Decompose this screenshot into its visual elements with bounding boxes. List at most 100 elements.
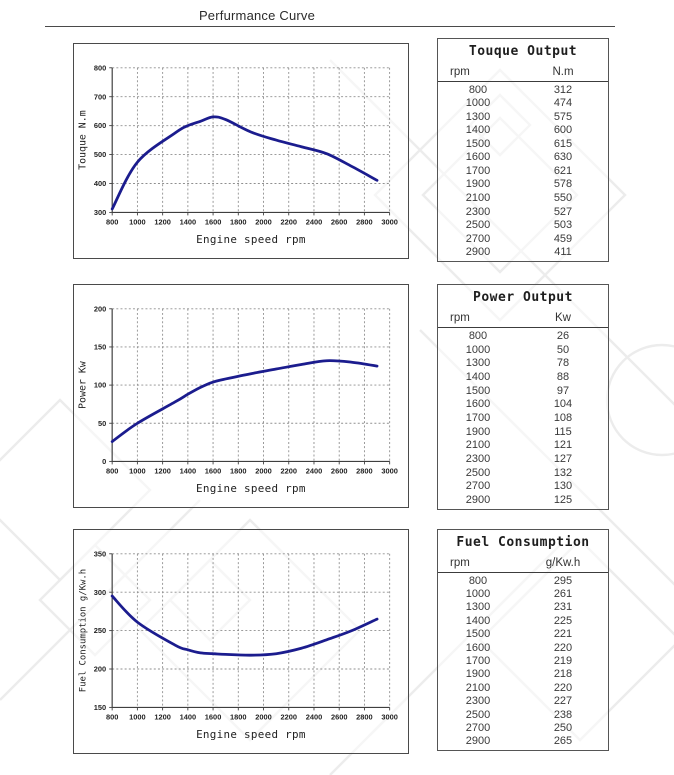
output-value: 227: [553, 695, 573, 708]
fuel-table: Fuel Consumption rpm g/Kw.h 800 295 1000 26…: [437, 529, 609, 751]
output-value: 630: [553, 151, 573, 164]
x-tick-label: 1000: [129, 217, 146, 226]
table-row: 800 26: [438, 329, 608, 343]
output-value: 115: [554, 425, 572, 438]
rpm-value: 2900: [465, 246, 491, 259]
output-value: 459: [553, 232, 573, 245]
y-tick-label: 500: [94, 150, 106, 159]
chart-svg: 800 1000 1200 1400 1600 1800 2000 2200 2400 2600 2…: [77, 63, 397, 246]
y-tick-label: 400: [94, 179, 106, 188]
table-row: 1700 219: [438, 654, 608, 667]
output-value: 130: [553, 480, 573, 493]
x-tick-label: 2600: [331, 466, 348, 475]
rpm-value: 1700: [465, 655, 491, 668]
table-row: 2300 227: [438, 695, 608, 708]
x-tick-label: 1200: [154, 712, 171, 721]
rpm-value: 2100: [465, 439, 491, 452]
output-value: 312: [553, 83, 573, 96]
rpm-value: 1400: [465, 124, 491, 137]
rpm-value: 1900: [465, 425, 491, 438]
rpm-value: 1400: [465, 370, 491, 383]
x-tick-label: 1600: [205, 217, 222, 226]
output-value: 220: [553, 681, 573, 694]
output-value: 575: [553, 110, 573, 123]
y-tick-label: 0: [102, 457, 106, 466]
table-body: 800 312 1000 474 1300 575 1400 600 1500 615 1600 63…: [438, 82, 608, 261]
rpm-value: 1000: [465, 343, 491, 356]
table-row: 1900 115: [438, 425, 608, 439]
rpm-value: 1300: [465, 601, 491, 614]
rpm-value: 1900: [465, 668, 491, 681]
rpm-value: 1000: [465, 588, 491, 601]
x-tick-label: 1400: [180, 217, 197, 226]
output-value: 121: [553, 439, 573, 452]
power-chart: 800 1000 1200 1400 1600 1800 2000 2200 2400 2600 2…: [73, 284, 409, 508]
y-tick-label: 300: [94, 588, 106, 597]
output-value: 527: [553, 205, 573, 218]
table-row: 2900 411: [438, 245, 608, 259]
output-value: 218: [553, 668, 573, 681]
output-value: 265: [553, 735, 573, 748]
y-tick-label: 250: [94, 626, 106, 635]
x-tick-label: 1000: [129, 466, 146, 475]
table-row: 2700 130: [438, 480, 608, 494]
table-row: 1700 621: [438, 164, 608, 178]
output-value: 550: [553, 192, 573, 205]
output-value: 615: [553, 137, 573, 150]
output-value: 600: [553, 124, 573, 137]
torque-table: Touque Output rpm N.m 800 312 1000 474 1300 5…: [437, 38, 609, 262]
unit-column-header: N.m: [552, 65, 574, 78]
rpm-value: 1600: [465, 641, 491, 654]
rpm-column-header: rpm: [450, 65, 470, 78]
rpm-value: 1400: [465, 614, 491, 627]
y-tick-label: 200: [94, 304, 106, 313]
y-tick-label: 150: [94, 703, 106, 712]
y-tick-label: 100: [94, 381, 106, 390]
table-header: rpm N.m: [438, 62, 608, 82]
table-row: 1000 261: [438, 587, 608, 600]
output-value: 50: [556, 343, 570, 356]
output-value: 474: [553, 97, 573, 110]
x-tick-label: 1400: [180, 712, 197, 721]
table-title: Power Output: [473, 290, 573, 305]
rpm-value: 1700: [465, 164, 491, 177]
table-row: 1700 108: [438, 411, 608, 425]
page-title: Perfurmance Curve: [198, 8, 316, 23]
output-value: 250: [553, 721, 573, 734]
output-value: 231: [553, 601, 573, 614]
table-row: 1500 615: [438, 137, 608, 151]
table-row: 2100 121: [438, 439, 608, 453]
output-value: 503: [553, 219, 573, 232]
output-value: 125: [553, 494, 573, 507]
table-row: 1300 78: [438, 356, 608, 370]
output-value: 261: [553, 588, 573, 601]
x-tick-label: 2600: [331, 712, 348, 721]
table-row: 2500 132: [438, 466, 608, 480]
output-value: 88: [556, 370, 570, 383]
table-row: 2700 459: [438, 232, 608, 246]
y-tick-label: 150: [94, 343, 106, 352]
y-tick-label: 300: [94, 208, 106, 217]
table-row: 1500 221: [438, 628, 608, 641]
rpm-value: 1700: [465, 411, 491, 424]
data-curve: [110, 594, 379, 657]
rpm-value: 800: [468, 83, 488, 96]
x-axis-label: Engine speed rpm: [196, 233, 306, 246]
output-value: 220: [553, 641, 573, 654]
output-value: 132: [553, 466, 573, 479]
x-tick-label: 1600: [205, 712, 222, 721]
table-row: 2900 265: [438, 735, 608, 748]
x-tick-label: 2800: [356, 466, 373, 475]
x-tick-label: 2600: [331, 217, 348, 226]
torque-chart: 800 1000 1200 1400 1600 1800 2000 2200 2400 2600 2…: [73, 43, 409, 259]
y-tick-label: 700: [94, 92, 106, 101]
table-row: 2500 238: [438, 708, 608, 721]
y-tick-label: 200: [94, 665, 106, 674]
rpm-value: 1300: [465, 110, 491, 123]
rpm-value: 800: [468, 329, 488, 342]
x-tick-label: 2200: [280, 466, 297, 475]
table-row: 1400 600: [438, 124, 608, 138]
output-value: 108: [553, 411, 573, 424]
output-value: 295: [553, 574, 573, 587]
